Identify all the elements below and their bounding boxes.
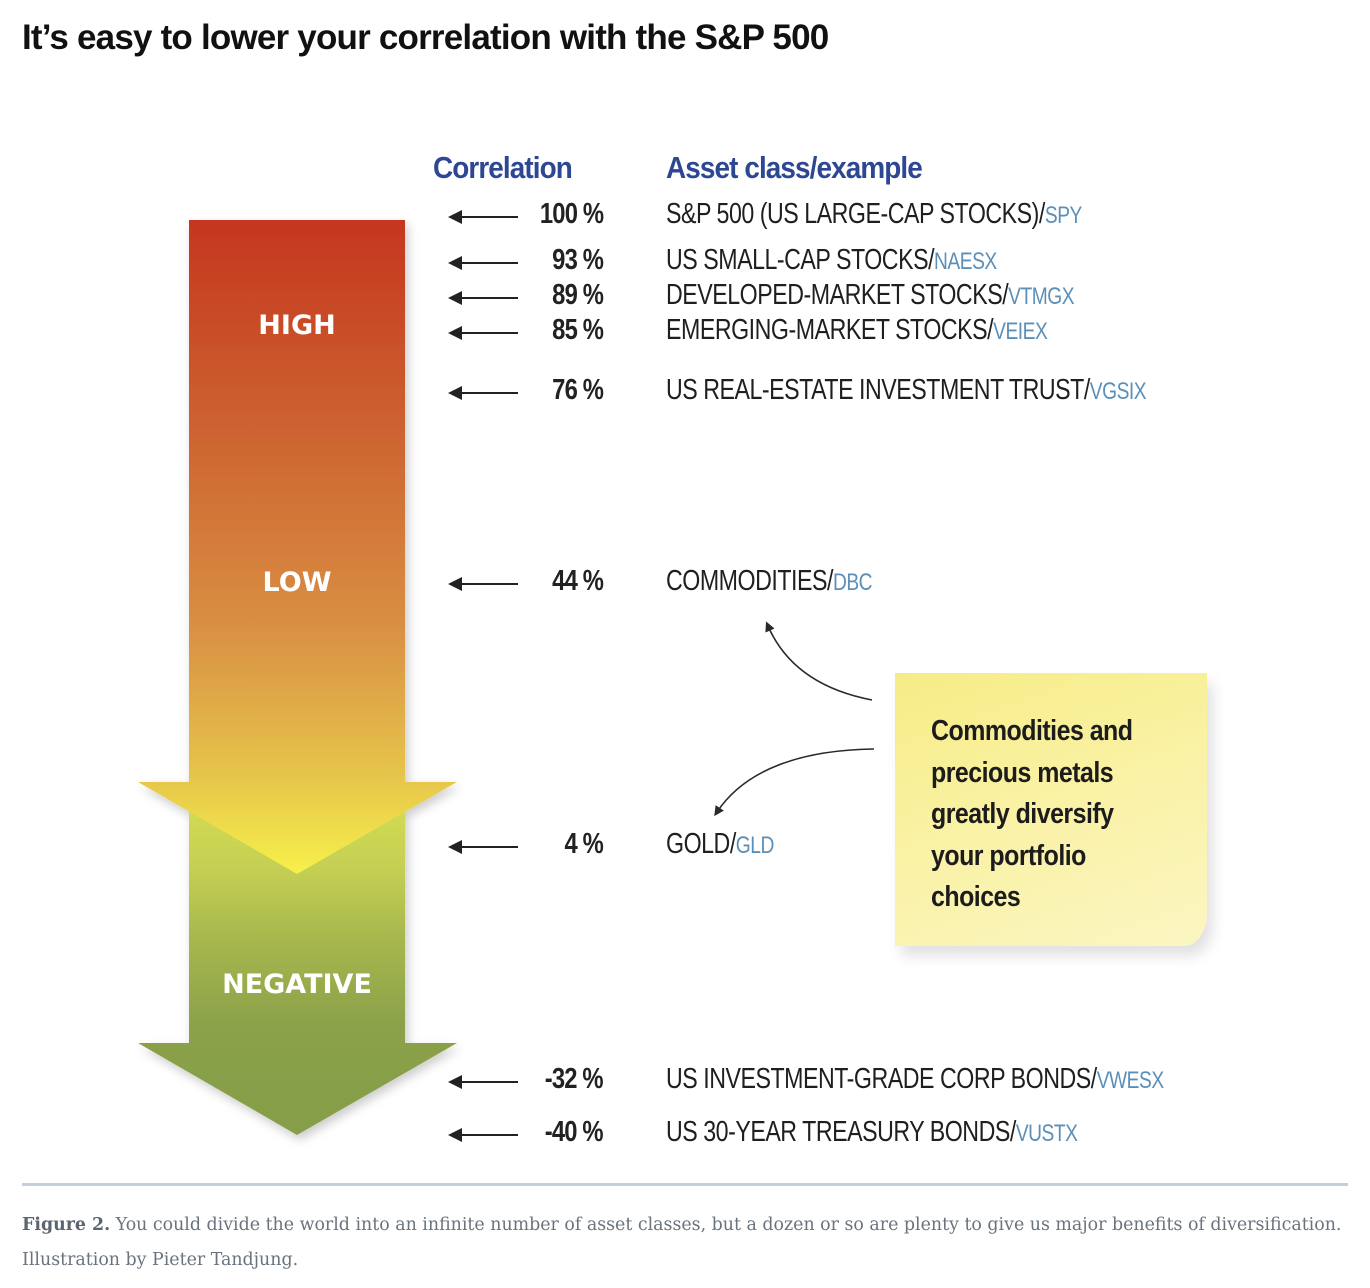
note-line: your portfolio [931, 839, 1086, 872]
ticker: VWESX [1096, 1067, 1164, 1094]
asset-label: S&P 500 (US LARGE-CAP STOCKS)/ [666, 198, 1045, 230]
pointer-arrow-icon [448, 577, 518, 591]
note-line: choices [931, 881, 1021, 913]
note-line: precious metals [931, 756, 1114, 789]
correlation-value: -40 % [544, 1116, 604, 1148]
asset-name: US 30-YEAR TREASURY BONDS/VUSTX [666, 1116, 1078, 1149]
ticker: VTMGX [1008, 283, 1075, 310]
figure-label: Figure 2. [22, 1215, 111, 1235]
ticker: GLD [735, 832, 775, 859]
asset-name: S&P 500 (US LARGE-CAP STOCKS)/SPY [666, 198, 1082, 231]
ticker: VUSTX [1015, 1120, 1078, 1147]
correlation-value: 85 % [552, 314, 604, 346]
correlation-value: 100 % [539, 198, 604, 230]
correlation-value: 93 % [552, 244, 604, 276]
sticky-note: Commodities and precious metals greatly … [895, 673, 1207, 946]
asset-row: -40 % US 30-YEAR TREASURY BONDS/VUSTX [0, 1116, 1370, 1156]
pointer-arrow-icon [448, 291, 518, 305]
asset-name: US INVESTMENT-GRADE CORP BONDS/VWESX [666, 1063, 1164, 1096]
asset-row: 85 % EMERGING-MARKET STOCKS/VEIEX [0, 314, 1370, 354]
sticky-note-text: Commodities and precious metals greatly … [931, 711, 1189, 919]
pointer-arrow-icon [448, 210, 518, 224]
asset-label: GOLD/ [666, 828, 736, 860]
asset-label: US SMALL-CAP STOCKS/ [666, 244, 935, 276]
upper-arrow-shape [138, 220, 457, 874]
correlation-value: 4 % [564, 828, 603, 860]
asset-label: US 30-YEAR TREASURY BONDS/ [666, 1116, 1016, 1148]
asset-label: US REAL-ESTATE INVESTMENT TRUST/ [666, 374, 1090, 406]
asset-label: COMMODITIES/ [666, 565, 833, 597]
pointer-arrow-icon [448, 326, 518, 340]
asset-row: -32 % US INVESTMENT-GRADE CORP BONDS/VWE… [0, 1063, 1370, 1103]
correlation-value: -32 % [544, 1063, 604, 1095]
asset-row: 93 % US SMALL-CAP STOCKS/NAESX [0, 244, 1370, 284]
asset-label: US INVESTMENT-GRADE CORP BONDS/ [666, 1063, 1097, 1095]
asset-column-header: Asset class/example [666, 150, 923, 185]
asset-name: COMMODITIES/DBC [666, 565, 873, 598]
correlation-scale-arrow [138, 220, 457, 1135]
caption-divider [22, 1183, 1348, 1186]
band-label-high: HIGH [258, 310, 336, 341]
caption-text: You could divide the world into an infin… [22, 1215, 1342, 1270]
asset-name: US REAL-ESTATE INVESTMENT TRUST/VGSIX [666, 374, 1147, 407]
page-title: It’s easy to lower your correlation with… [22, 18, 829, 57]
lower-arrow-shape [138, 780, 457, 1135]
ticker: VGSIX [1089, 378, 1147, 405]
callout-arrow-to-commodities [765, 621, 873, 701]
note-line: Commodities and [931, 715, 1133, 747]
asset-label: DEVELOPED-MARKET STOCKS/ [666, 279, 1009, 311]
asset-row: 44 % COMMODITIES/DBC [0, 565, 1370, 605]
pointer-arrow-icon [448, 386, 518, 400]
correlation-value: 76 % [552, 374, 604, 406]
asset-row: 100 % S&P 500 (US LARGE-CAP STOCKS)/SPY [0, 198, 1370, 238]
correlation-value: 44 % [552, 565, 604, 597]
callout-arrow-to-gold [714, 748, 875, 817]
asset-name: DEVELOPED-MARKET STOCKS/VTMGX [666, 279, 1075, 312]
asset-name: US SMALL-CAP STOCKS/NAESX [666, 244, 997, 277]
asset-row: 4 % GOLD/GLD [0, 828, 1370, 868]
asset-row: 89 % DEVELOPED-MARKET STOCKS/VTMGX [0, 279, 1370, 319]
asset-name: GOLD/GLD [666, 828, 774, 861]
band-label-negative: NEGATIVE [222, 969, 372, 1000]
pointer-arrow-icon [448, 256, 518, 270]
pointer-arrow-icon [448, 1075, 518, 1089]
correlation-column-header: Correlation [433, 150, 573, 185]
ticker: SPY [1044, 202, 1082, 229]
ticker: VEIEX [993, 318, 1048, 345]
note-line: greatly diversify [931, 798, 1114, 830]
ticker: DBC [832, 569, 873, 596]
ticker: NAESX [934, 248, 997, 275]
pointer-arrow-icon [448, 1128, 518, 1142]
figure-caption: Figure 2. You could divide the world int… [22, 1208, 1342, 1278]
pointer-arrow-icon [448, 840, 518, 854]
asset-label: EMERGING-MARKET STOCKS/ [666, 314, 994, 346]
correlation-value: 89 % [552, 279, 604, 311]
asset-row: 76 % US REAL-ESTATE INVESTMENT TRUST/VGS… [0, 374, 1370, 414]
asset-name: EMERGING-MARKET STOCKS/VEIEX [666, 314, 1048, 347]
band-label-low: LOW [262, 567, 332, 598]
